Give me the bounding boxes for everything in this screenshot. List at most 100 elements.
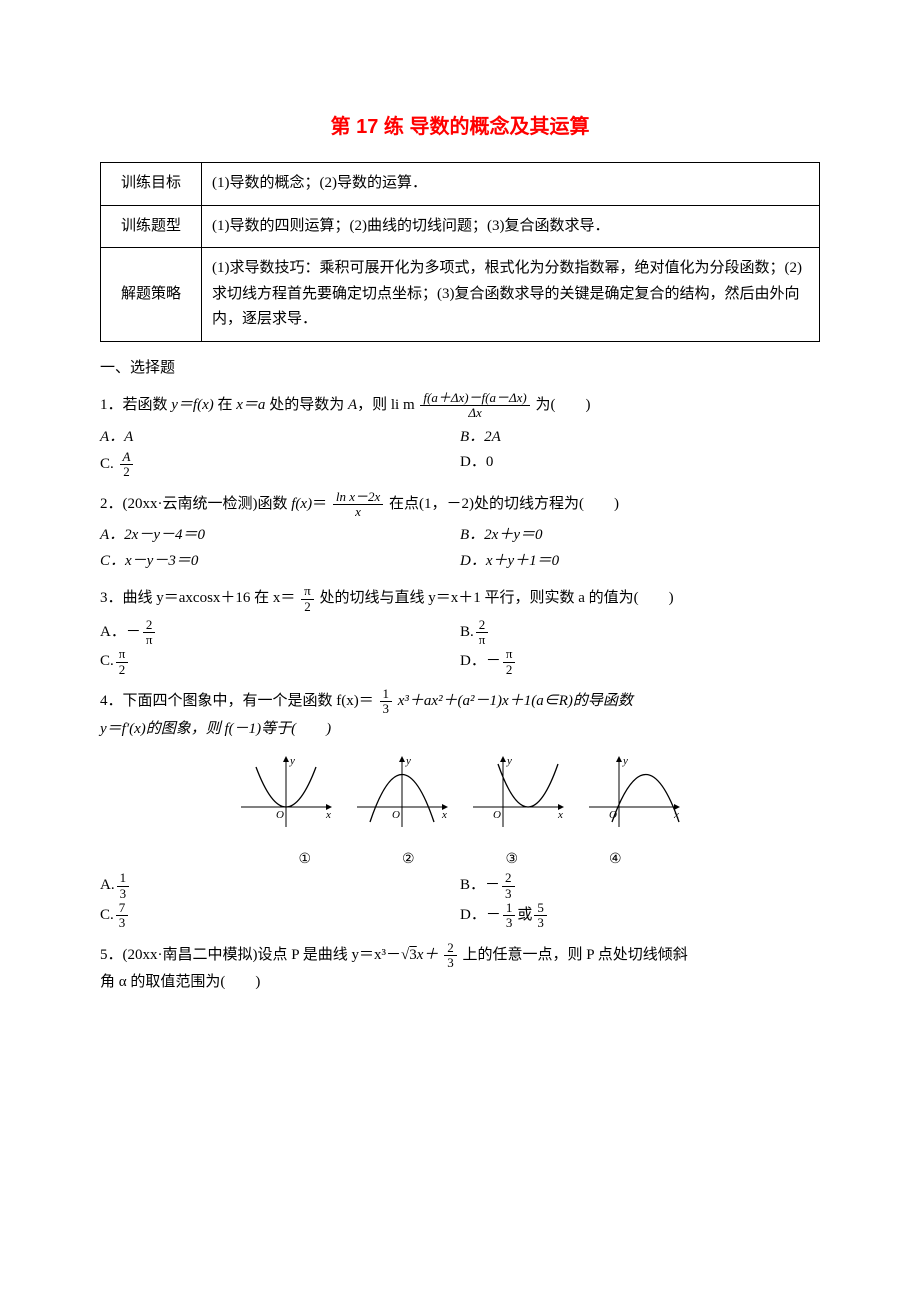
frac-den: 3 xyxy=(534,916,547,930)
option-a: A.13 xyxy=(100,871,460,901)
frac-num: 2 xyxy=(476,618,489,633)
graph-label-4: ④ xyxy=(565,848,665,872)
option-c: C.π2 xyxy=(100,647,460,677)
svg-text:x: x xyxy=(441,809,447,821)
option-c: C．x－y－3＝0 xyxy=(100,549,460,575)
q5-text: x＋ xyxy=(417,947,439,963)
frac-den: 3 xyxy=(444,956,457,970)
row-content: (1)导数的四则运算；(2)曲线的切线问题；(3)复合函数求导． xyxy=(202,205,820,248)
frac-den: π xyxy=(476,633,489,647)
q4-options: A.13 B．－23 C.73 D．－13或53 xyxy=(100,871,820,930)
option-c: C.73 xyxy=(100,901,460,931)
graph-label-3: ③ xyxy=(462,848,562,872)
frac-den: 2 xyxy=(116,663,129,677)
option-d: D．x＋y＋1＝0 xyxy=(460,549,820,575)
opt-label: A．－ xyxy=(100,624,141,640)
frac-num: 7 xyxy=(116,901,129,916)
q5-text: 角 α 的取值范围为( ) xyxy=(100,974,260,990)
q2-text: 2．(20xx·云南统一检测)函数 xyxy=(100,496,291,512)
frac-num: 1 xyxy=(380,687,393,702)
svg-text:x: x xyxy=(673,809,679,821)
opt-label: B. xyxy=(460,624,474,640)
option-b: B．2A xyxy=(460,425,820,451)
svg-text:y: y xyxy=(506,755,512,767)
option-d: D．0 xyxy=(460,450,820,480)
frac-den: 3 xyxy=(117,887,130,901)
row-label: 训练目标 xyxy=(101,163,202,206)
option-d: D．－π2 xyxy=(460,647,820,677)
graph-1: x y O xyxy=(236,752,336,832)
frac-den: 2 xyxy=(120,465,134,479)
frac-num: 1 xyxy=(503,901,516,916)
q3-text: 3．曲线 y＝axcosx＋16 在 x＝ xyxy=(100,591,295,607)
q2-text: 在点(1，－2)处的切线方程为( ) xyxy=(389,496,619,512)
q4-text: x³＋ax²＋(a²－1)x＋1(a∈R)的导函数 xyxy=(398,693,633,709)
q1-text: ，则 li m xyxy=(357,397,418,413)
frac-num: ln x－2x xyxy=(333,490,383,505)
opt-label: C. xyxy=(100,907,114,923)
graph-label-1: ① xyxy=(255,848,355,872)
graph-2: x y O xyxy=(352,752,452,832)
option-b: B.2π xyxy=(460,618,820,648)
frac-den: 3 xyxy=(116,916,129,930)
option-c: C. A2 xyxy=(100,450,460,480)
section-heading: 一、选择题 xyxy=(100,356,820,382)
q1-options: A．A B．2A C. A2 D．0 xyxy=(100,425,820,480)
frac-num: 2 xyxy=(143,618,156,633)
frac-den: 3 xyxy=(380,702,393,716)
row-content: (1)导数的概念；(2)导数的运算． xyxy=(202,163,820,206)
svg-text:O: O xyxy=(609,809,617,821)
svg-text:O: O xyxy=(493,809,501,821)
svg-text:y: y xyxy=(289,755,295,767)
q1-tail: 为( ) xyxy=(535,397,590,413)
svg-text:x: x xyxy=(325,809,331,821)
frac-den: 2 xyxy=(503,663,516,677)
frac-den: π xyxy=(143,633,156,647)
table-row: 训练目标 (1)导数的概念；(2)导数的运算． xyxy=(101,163,820,206)
option-a: A．A xyxy=(100,425,460,451)
frac-num: 2 xyxy=(502,871,515,886)
graph-label-2: ② xyxy=(358,848,458,872)
sqrt-val: 3 xyxy=(409,947,417,963)
page-title: 第 17 练 导数的概念及其运算 xyxy=(100,110,820,144)
option-b: B．2x＋y＝0 xyxy=(460,523,820,549)
row-label: 训练题型 xyxy=(101,205,202,248)
q5-text: 5．(20xx·南昌二中模拟)设点 P 是曲线 y＝x³－ xyxy=(100,947,401,963)
opt-label: A. xyxy=(100,878,115,894)
opt-label: D．－ xyxy=(460,654,501,670)
svg-text:y: y xyxy=(622,755,628,767)
q1-text: 1．若函数 xyxy=(100,397,171,413)
q5-text: 上的任意一点，则 P 点处切线倾斜 xyxy=(462,947,687,963)
frac-den: 3 xyxy=(502,887,515,901)
option-b: B．－23 xyxy=(460,871,820,901)
svg-text:y: y xyxy=(405,755,411,767)
question-4: 4．下面四个图象中，有一个是函数 f(x)＝ 13 x³＋ax²＋(a²－1)x… xyxy=(100,687,820,742)
q1-fraction: f(a＋Δx)－f(a－Δx) Δx xyxy=(420,391,529,421)
frac-num: 2 xyxy=(444,941,457,956)
frac-num: A xyxy=(120,450,134,465)
svg-text:x: x xyxy=(557,809,563,821)
q2-fraction: ln x－2x x xyxy=(333,490,383,520)
frac-num: π xyxy=(301,584,314,599)
graph-labels: ① ② ③ ④ xyxy=(100,848,820,872)
option-a: A．2x－y－4＝0 xyxy=(100,523,460,549)
frac-num: π xyxy=(503,647,516,662)
q4-text: y＝f′(x)的图象，则 f(－1)等于( ) xyxy=(100,721,331,737)
question-1: 1．若函数 y＝f(x) 在 x＝a 处的导数为 A，则 li m f(a＋Δx… xyxy=(100,391,820,421)
question-2: 2．(20xx·云南统一检测)函数 f(x)＝ ln x－2x x 在点(1，－… xyxy=(100,490,820,520)
q3-text: 处的切线与直线 y＝x＋1 平行，则实数 a 的值为( ) xyxy=(319,591,673,607)
opt-c-label: C. xyxy=(100,456,114,472)
svg-text:O: O xyxy=(392,809,400,821)
frac-den: x xyxy=(333,505,383,519)
row-content: (1)求导数技巧：乘积可展开化为多项式，根式化为分数指数幂，绝对值化为分段函数；… xyxy=(202,248,820,342)
question-5: 5．(20xx·南昌二中模拟)设点 P 是曲线 y＝x³－√3x＋ 23 上的任… xyxy=(100,941,820,996)
q2-text: ＝ xyxy=(312,496,327,512)
q4-graphs: x y O x y O x y O x y O xyxy=(100,752,820,842)
goal-table: 训练目标 (1)导数的概念；(2)导数的运算． 训练题型 (1)导数的四则运算；… xyxy=(100,162,820,342)
q1-text: 处的导数为 xyxy=(265,397,348,413)
option-a: A．－2π xyxy=(100,618,460,648)
q1-text: 在 xyxy=(214,397,237,413)
q3-options: A．－2π B.2π C.π2 D．－π2 xyxy=(100,618,820,677)
frac-num: f(a＋Δx)－f(a－Δx) xyxy=(420,391,529,406)
frac-den: 3 xyxy=(503,916,516,930)
